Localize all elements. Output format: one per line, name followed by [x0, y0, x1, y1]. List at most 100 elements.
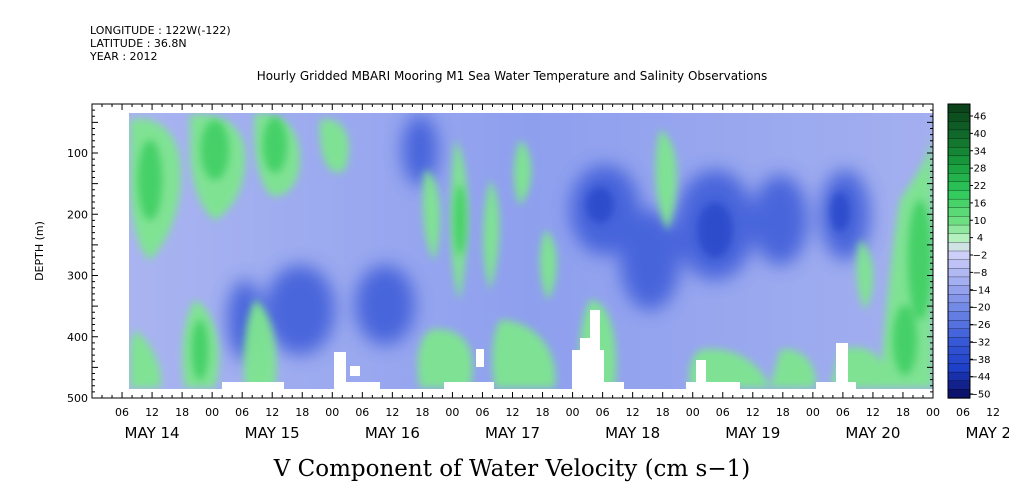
- colorbar-band: [947, 328, 971, 339]
- colorbar-band: [947, 121, 971, 131]
- x-hour-label: 06: [115, 406, 129, 419]
- colorbar-band: [947, 224, 971, 235]
- x-hour-label: 00: [566, 406, 580, 419]
- colorbar-band: [947, 173, 971, 183]
- colorbar-band: [947, 250, 971, 261]
- x-day-label: MAY 21: [966, 424, 1009, 442]
- x-hour-label: 18: [896, 406, 910, 419]
- colorbar-band: [947, 302, 971, 313]
- colorbar-band: [947, 276, 971, 287]
- colorbar-band: [947, 155, 971, 166]
- colorbar-band: [947, 363, 971, 373]
- colorbar-band: [947, 207, 971, 218]
- colorbar-label: 28: [974, 164, 987, 175]
- x-hour-label: 00: [445, 406, 459, 419]
- colorbar-band: [947, 294, 971, 304]
- x-hour-label: 18: [656, 406, 670, 419]
- heatmap-field: [129, 113, 933, 389]
- colorbar-label: 16: [974, 198, 987, 209]
- colorbar-band: [947, 268, 971, 278]
- x-hour-label: 06: [355, 406, 369, 419]
- y-tick-labels: 100 200 300 400 500: [67, 147, 88, 405]
- strong-green-cores: [138, 117, 932, 380]
- x-day-label: MAY 18: [605, 424, 660, 442]
- x-hour-label: 18: [536, 406, 550, 419]
- x-hour-label: 00: [205, 406, 219, 419]
- x-hour-label: 00: [325, 406, 339, 419]
- colorbar: 46 40 34 28 22 16 10 4 −2 −8 −14 −20 −26 −32 −38 −44 −50: [947, 103, 991, 401]
- colorbar-band: [947, 190, 971, 200]
- colorbar-band: [947, 216, 971, 226]
- x-day-label: MAY 16: [365, 424, 420, 442]
- x-hour-label: 00: [806, 406, 820, 419]
- longitude-label: LONGITUDE : 122W(-122): [90, 24, 231, 37]
- axis-ticks: [91, 103, 934, 399]
- colorbar-band: [947, 320, 971, 330]
- colorbar-label: 22: [974, 181, 987, 192]
- y-tick-label: 200: [67, 208, 88, 221]
- x-hour-label: 06: [596, 406, 610, 419]
- x-day-label: MAY 20: [845, 424, 900, 442]
- x-hour-label: 18: [415, 406, 429, 419]
- colorbar-band: [947, 147, 971, 157]
- x-axis-title: V Component of Water Velocity (cm s−1): [273, 456, 750, 482]
- darkest-blue-cores: [586, 187, 850, 258]
- x-hour-label: 06: [956, 406, 970, 419]
- colorbar-label: 46: [974, 112, 987, 123]
- colorbar-band: [947, 103, 971, 114]
- colorbar-band: [947, 389, 971, 399]
- colorbar-band: [947, 371, 971, 382]
- y-tick-label: 400: [67, 331, 88, 344]
- y-axis-label: DEPTH (m): [33, 221, 46, 281]
- x-hour-label: 12: [626, 406, 640, 419]
- x-hour-label: 06: [475, 406, 489, 419]
- dark-blue-cores: [227, 115, 870, 360]
- colorbar-label: −38: [969, 355, 990, 366]
- x-hour-label: 12: [145, 406, 159, 419]
- colorbar-band: [947, 198, 971, 209]
- colorbar-label: −8: [973, 268, 988, 279]
- x-hour-label: 12: [385, 406, 399, 419]
- y-tick-label: 100: [67, 147, 88, 160]
- colorbar-label: 34: [974, 146, 987, 157]
- green-patches: [130, 113, 933, 388]
- colorbar-frame: [947, 103, 971, 399]
- x-hour-label: 18: [295, 406, 309, 419]
- colorbar-label: −14: [969, 285, 990, 296]
- colorbar-label: −32: [969, 337, 990, 348]
- colorbar-band: [947, 259, 971, 269]
- x-hour-label: 06: [235, 406, 249, 419]
- x-hour-label: 12: [986, 406, 1000, 419]
- colorbar-band: [947, 380, 971, 391]
- colorbar-label: 4: [977, 233, 983, 244]
- colorbar-band: [947, 164, 971, 174]
- x-hour-label: 18: [175, 406, 189, 419]
- missing-data-gaps: [222, 310, 856, 389]
- colorbar-band: [947, 129, 971, 140]
- colorbar-label: −50: [969, 390, 990, 401]
- x-day-label: MAY 15: [245, 424, 300, 442]
- colorbar-label: −20: [969, 303, 990, 314]
- x-day-label: MAY 14: [125, 424, 180, 442]
- year-label: YEAR : 2012: [89, 50, 158, 63]
- x-hour-label: 12: [265, 406, 279, 419]
- colorbar-band: [947, 233, 971, 244]
- x-day-label: MAY 19: [725, 424, 780, 442]
- colorbar-band: [947, 112, 971, 122]
- y-tick-label: 500: [67, 392, 88, 405]
- x-hour-label: 12: [506, 406, 520, 419]
- colorbar-label: −2: [973, 251, 988, 262]
- y-tick-label: 300: [67, 270, 88, 283]
- x-hour-label: 18: [776, 406, 790, 419]
- latitude-label: LATITUDE : 36.8N: [90, 37, 187, 50]
- x-hour-label: 00: [686, 406, 700, 419]
- colorbar-label: −26: [969, 320, 990, 331]
- colorbar-band: [947, 181, 971, 192]
- colorbar-band: [947, 345, 971, 356]
- x-hour-label: 06: [836, 406, 850, 419]
- colorbar-label: −44: [969, 372, 990, 383]
- colorbar-label: 40: [974, 129, 987, 140]
- colorbar-label: 10: [974, 216, 987, 227]
- x-hour-label: 00: [926, 406, 940, 419]
